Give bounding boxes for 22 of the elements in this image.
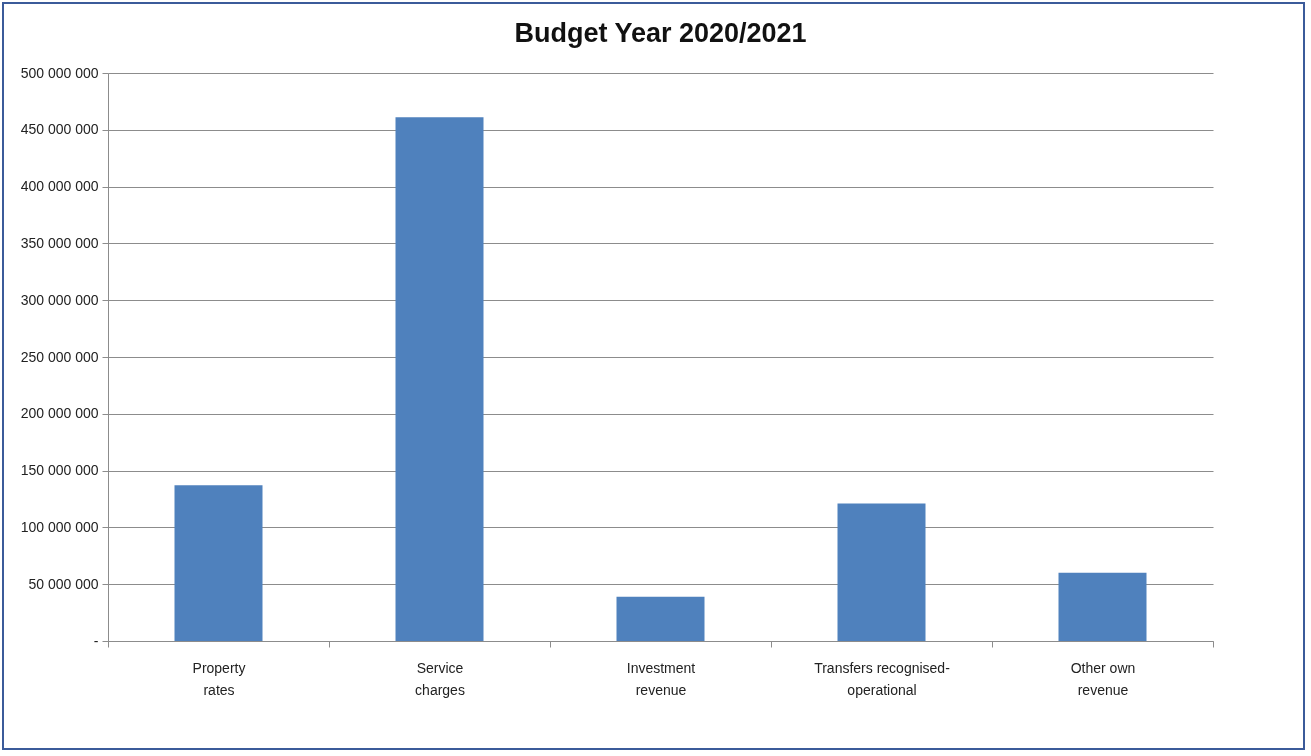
bar — [837, 503, 926, 641]
x-tick-label: Property rates — [192, 659, 246, 698]
x-tick-label: Transfers recognised-operational — [814, 659, 951, 698]
y-tick-label: 500 000 000 — [20, 64, 99, 81]
x-tick-label: Service charges — [415, 659, 465, 698]
chart-title: Budget Year 2020/2021 — [514, 18, 807, 48]
y-tick-label: 200 000 000 — [20, 405, 99, 422]
bar — [1058, 572, 1147, 641]
y-tick-label: 50 000 000 — [28, 575, 99, 592]
y-tick-label: 400 000 000 — [20, 178, 99, 195]
y-tick-label: 150 000 000 — [20, 462, 99, 479]
y-tick-label: 450 000 000 — [20, 121, 99, 138]
bar — [174, 485, 263, 641]
y-tick-label: 100 000 000 — [20, 518, 99, 535]
y-tick-label: 350 000 000 — [20, 234, 99, 251]
x-tick-label: Other own revenue — [1070, 659, 1136, 698]
y-tick-label: 300 000 000 — [20, 291, 99, 308]
bar — [395, 117, 484, 641]
y-tick-label: 250 000 000 — [20, 348, 99, 365]
y-tick-label: - — [93, 632, 99, 649]
bar — [616, 596, 705, 641]
x-tick-label: Investment revenue — [626, 659, 696, 698]
